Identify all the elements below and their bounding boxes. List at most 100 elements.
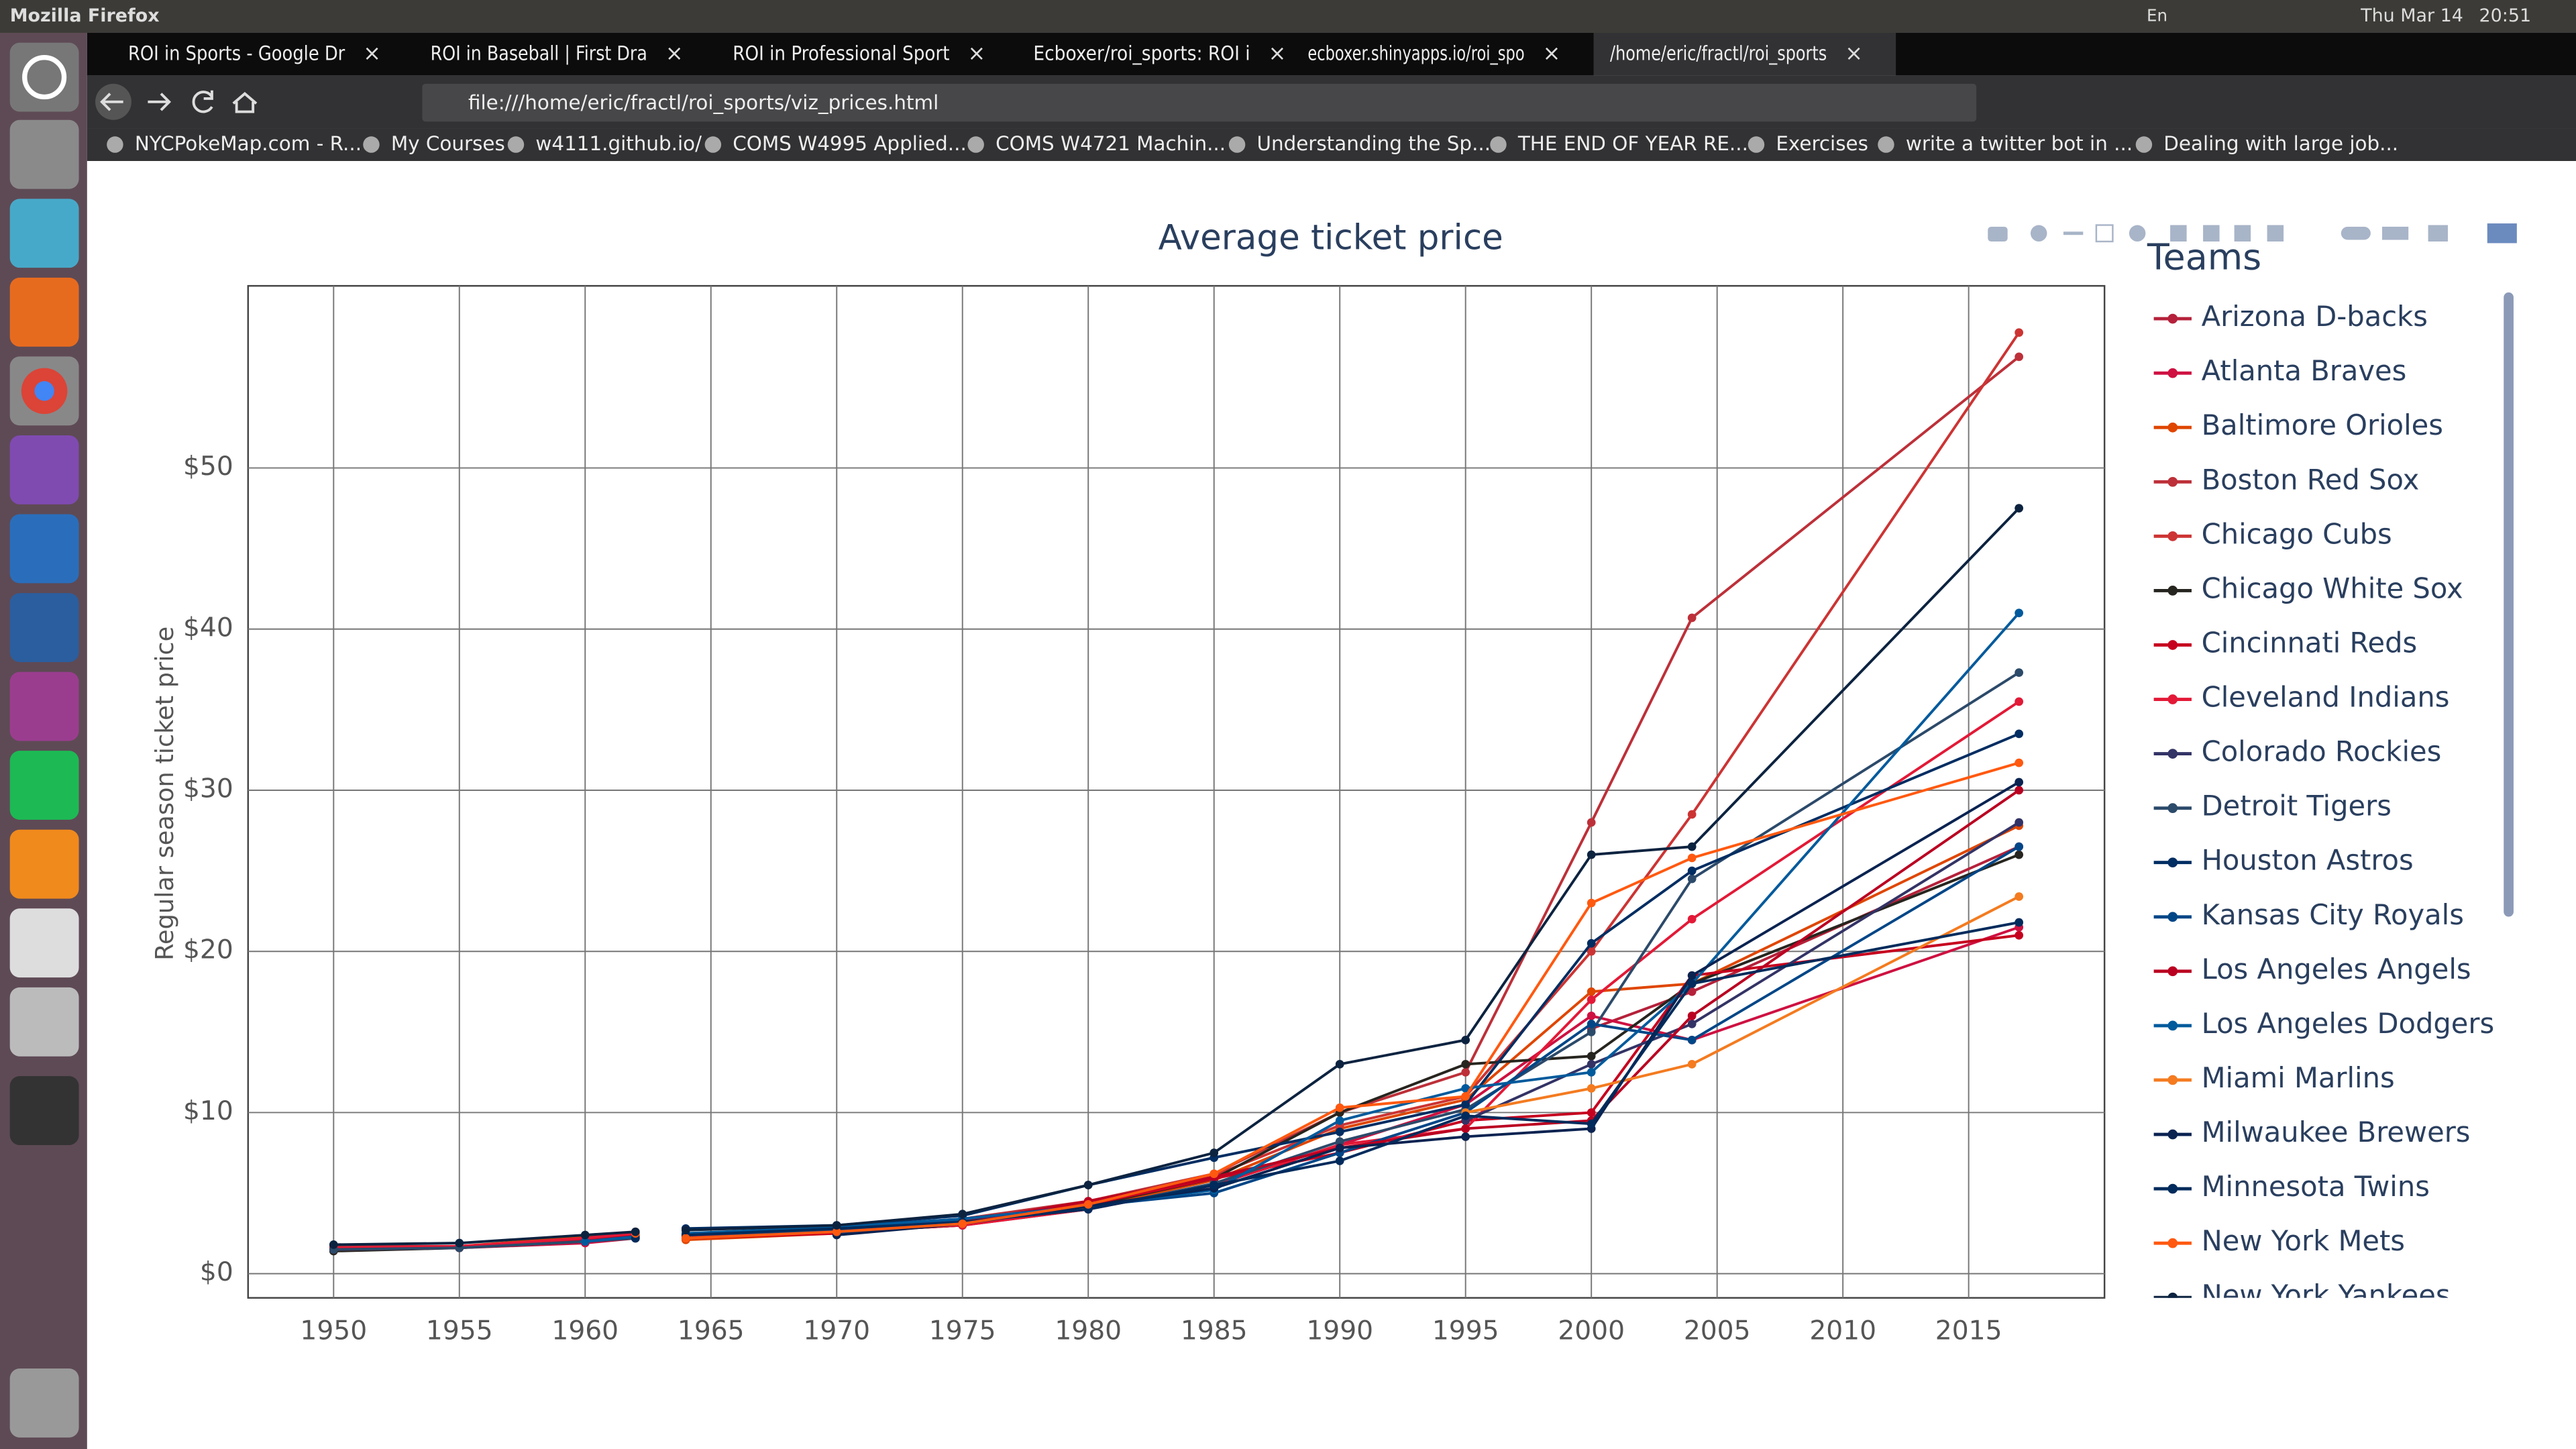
- point: [631, 1227, 640, 1236]
- legend-label[interactable]: Chicago White Sox: [2202, 572, 2463, 604]
- legend-label[interactable]: Baltimore Orioles: [2202, 409, 2443, 441]
- bookmark[interactable]: THE END OF YEAR RE...: [1517, 132, 1748, 155]
- series-line: [1465, 895, 2020, 1114]
- x-tick-label: 1960: [551, 1316, 619, 1346]
- legend-label[interactable]: Houston Astros: [2202, 844, 2414, 877]
- app-name: Mozilla Firefox: [10, 5, 160, 26]
- legend-label[interactable]: Atlanta Braves: [2202, 354, 2407, 387]
- legend-marker: [2167, 531, 2178, 541]
- legend-label[interactable]: Colorado Rockies: [2202, 735, 2442, 768]
- tab-close[interactable]: ×: [363, 40, 381, 66]
- modebar[interactable]: [1988, 223, 2517, 244]
- bookmark[interactable]: NYCPokeMap.com - R...: [135, 132, 362, 155]
- legend-label[interactable]: Chicago Cubs: [2202, 517, 2392, 550]
- legend-label[interactable]: Milwaukee Brewers: [2202, 1116, 2471, 1148]
- legend-scrollbar[interactable]: [2504, 292, 2514, 917]
- tab-title[interactable]: Ecboxer/roi_sports: ROI i: [1033, 42, 1250, 64]
- url[interactable]: file:///home/eric/fractl/roi_sports/viz_…: [468, 91, 938, 114]
- series-line: [585, 612, 2021, 1243]
- point: [1461, 1132, 1470, 1141]
- bookmark[interactable]: Exercises: [1776, 132, 1868, 155]
- tab-title[interactable]: /home/eric/fractl/roi_sports: [1610, 42, 1827, 64]
- legend: Arizona D-backs Atlanta Braves Baltimore O…: [2153, 300, 2495, 1311]
- point: [2015, 842, 2024, 851]
- point: [1587, 1019, 1596, 1028]
- series-line: [686, 733, 2020, 1230]
- nav-buttons[interactable]: [95, 83, 258, 120]
- x-tick-label: 1995: [1432, 1316, 1499, 1346]
- bookmark[interactable]: write a twitter bot in ...: [1906, 132, 2133, 155]
- legend-label[interactable]: Los Angeles Dodgers: [2202, 1007, 2495, 1040]
- point: [1461, 1100, 1470, 1109]
- tab-close[interactable]: ×: [665, 40, 684, 66]
- tab-close[interactable]: ×: [1269, 40, 1287, 66]
- legend-label[interactable]: New York Yankees: [2202, 1279, 2451, 1311]
- bookmark-icon: [1228, 136, 1246, 153]
- point: [1587, 818, 1596, 827]
- point: [455, 1238, 464, 1248]
- bookmark[interactable]: Dealing with large job...: [2163, 132, 2398, 155]
- legend-label[interactable]: Boston Red Sox: [2202, 463, 2420, 496]
- y-tick-label: $10: [183, 1096, 233, 1126]
- point: [1687, 971, 1697, 980]
- point: [1687, 914, 1697, 924]
- tab-title[interactable]: ROI in Baseball | First Dra: [431, 42, 647, 65]
- point: [958, 1210, 967, 1219]
- point: [1335, 1127, 1344, 1136]
- tab-title[interactable]: ROI in Sports - Google Dr: [128, 42, 345, 64]
- bookmark-icon: [1490, 136, 1507, 153]
- point: [1083, 1181, 1093, 1189]
- tab-title[interactable]: ROI in Professional Sport: [733, 42, 949, 64]
- bookmark-icon: [1748, 136, 1765, 153]
- plot-frame: [247, 284, 2106, 1299]
- bookmark[interactable]: Understanding the Sp...: [1256, 132, 1491, 155]
- legend-label[interactable]: New York Mets: [2202, 1224, 2405, 1257]
- point: [1461, 1060, 1470, 1069]
- point: [2015, 777, 2024, 787]
- x-tick-label: 2000: [1558, 1316, 1625, 1346]
- point: [2015, 818, 2024, 827]
- legend-label[interactable]: Cleveland Indians: [2202, 681, 2450, 714]
- active-tab[interactable]: [1593, 32, 1896, 76]
- point: [2015, 328, 2024, 337]
- bookmark[interactable]: My Courses: [391, 132, 505, 155]
- legend-label[interactable]: Miami Marlins: [2202, 1061, 2395, 1094]
- point: [1687, 979, 1697, 988]
- chart-title: Average ticket price: [1159, 218, 1503, 258]
- y-axis-title: Regular season ticket price: [150, 627, 179, 961]
- bookmark[interactable]: COMS W4995 Applied...: [733, 132, 967, 155]
- point: [1461, 1092, 1470, 1101]
- legend-label[interactable]: Kansas City Royals: [2202, 898, 2464, 931]
- legend-marker: [2167, 966, 2178, 977]
- legend-marker: [2167, 857, 2178, 868]
- legend-label[interactable]: Detroit Tigers: [2202, 790, 2392, 822]
- point: [2015, 918, 2024, 927]
- bookmark[interactable]: w4111.github.io/: [535, 132, 702, 155]
- legend-label[interactable]: Cincinnati Reds: [2202, 626, 2418, 659]
- tab-close[interactable]: ×: [1845, 40, 1863, 66]
- point: [1687, 613, 1697, 623]
- legend-marker: [2167, 803, 2178, 813]
- point: [2015, 697, 2024, 706]
- legend-label[interactable]: Arizona D-backs: [2202, 300, 2428, 333]
- point: [1335, 1060, 1344, 1069]
- point: [2015, 668, 2024, 678]
- url-field[interactable]: [422, 83, 1977, 122]
- launcher-icons[interactable]: [9, 42, 79, 1438]
- x-tick-label: 1950: [300, 1316, 367, 1346]
- bookmark-icon: [107, 136, 123, 153]
- point: [1461, 1068, 1470, 1077]
- point: [1461, 1035, 1470, 1044]
- tab-title[interactable]: ecboxer.shinyapps.io/roi_spo: [1307, 42, 1524, 64]
- point: [2015, 352, 2024, 362]
- legend-marker: [2167, 313, 2178, 324]
- x-tick-label: 1970: [803, 1316, 870, 1346]
- tab-close[interactable]: ×: [1543, 40, 1561, 66]
- bookmark[interactable]: COMS W4721 Machin...: [996, 132, 1226, 155]
- legend-label[interactable]: Los Angeles Angels: [2202, 953, 2471, 985]
- point: [1587, 1011, 1596, 1020]
- tab-close[interactable]: ×: [967, 40, 985, 66]
- x-tick-label: 1955: [426, 1316, 493, 1346]
- point: [1687, 1019, 1697, 1028]
- legend-label[interactable]: Minnesota Twins: [2202, 1170, 2430, 1203]
